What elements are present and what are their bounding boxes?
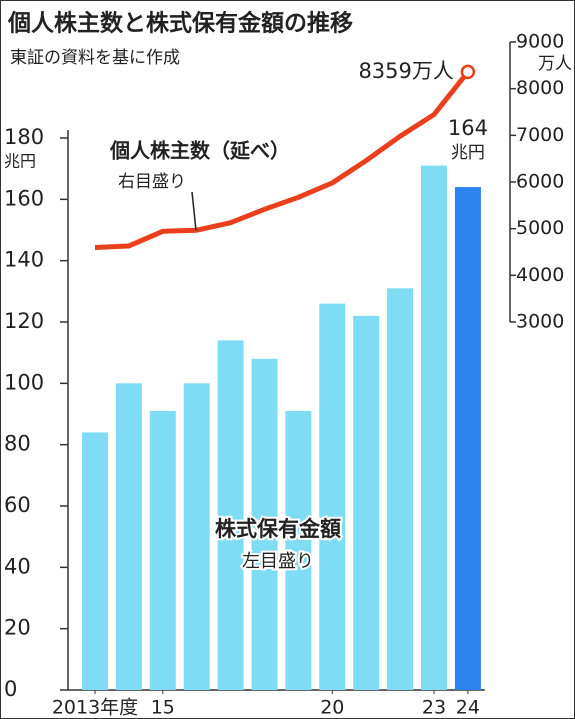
series-name: 個人株主数（延べ） [109, 139, 290, 163]
x-tick-label: 23 [422, 697, 446, 719]
series-note: 右目盛り [118, 172, 186, 192]
bar [454, 187, 481, 691]
line-marker [460, 64, 476, 80]
y-unit: 兆円 [4, 152, 36, 171]
y2-tick-label: 3000 [516, 311, 564, 333]
y-tick-label: 100 [4, 370, 44, 394]
x-tick-label: 2013年度 [52, 697, 138, 719]
y-tick-label: 120 [4, 309, 44, 333]
bar [217, 340, 244, 690]
y2-tick-label: 6000 [516, 171, 564, 193]
bar-value-label: 164 [448, 116, 488, 140]
y-tick-label: 140 [4, 248, 44, 272]
x-tick-label: 20 [320, 697, 344, 719]
bar [353, 315, 380, 690]
series-note: 左目盛り [242, 551, 314, 572]
bar [387, 288, 414, 690]
y2-tick-label: 4000 [516, 264, 564, 286]
chart-subtitle: 東証の資料を基に作成 [10, 48, 180, 68]
bar [421, 165, 447, 691]
bar [251, 358, 278, 690]
y-tick-label: 0 [4, 677, 17, 701]
y-tick-label: 20 [4, 616, 31, 640]
line [94, 70, 470, 251]
y2-unit: 万人 [538, 54, 572, 74]
y-tick-label: 80 [4, 432, 31, 456]
bar [149, 410, 176, 690]
y2-tick-label: 8000 [516, 77, 564, 99]
bar [319, 303, 346, 690]
bar [115, 383, 142, 690]
y-tick-label: 60 [4, 493, 31, 517]
y-tick-label: 180 [4, 125, 44, 149]
x-tick-label: 15 [151, 697, 175, 719]
bar [285, 410, 312, 690]
line-value-label: 8359万人 [358, 59, 453, 83]
y2-tick-label: 7000 [516, 124, 564, 146]
series-name: 株式保有金額 [215, 517, 341, 541]
bar [183, 383, 210, 690]
bar-value-unit: 兆円 [451, 143, 485, 163]
y2-tick-label: 9000 [516, 31, 564, 53]
y2-tick-label: 5000 [516, 217, 564, 239]
chart-title: 個人株主数と株式保有金額の推移 [7, 10, 353, 37]
leader-line [191, 191, 197, 231]
x-tick-label: 24 [456, 697, 480, 719]
bar [82, 432, 108, 690]
y-tick-label: 160 [4, 186, 44, 210]
y-tick-label: 40 [4, 554, 31, 578]
